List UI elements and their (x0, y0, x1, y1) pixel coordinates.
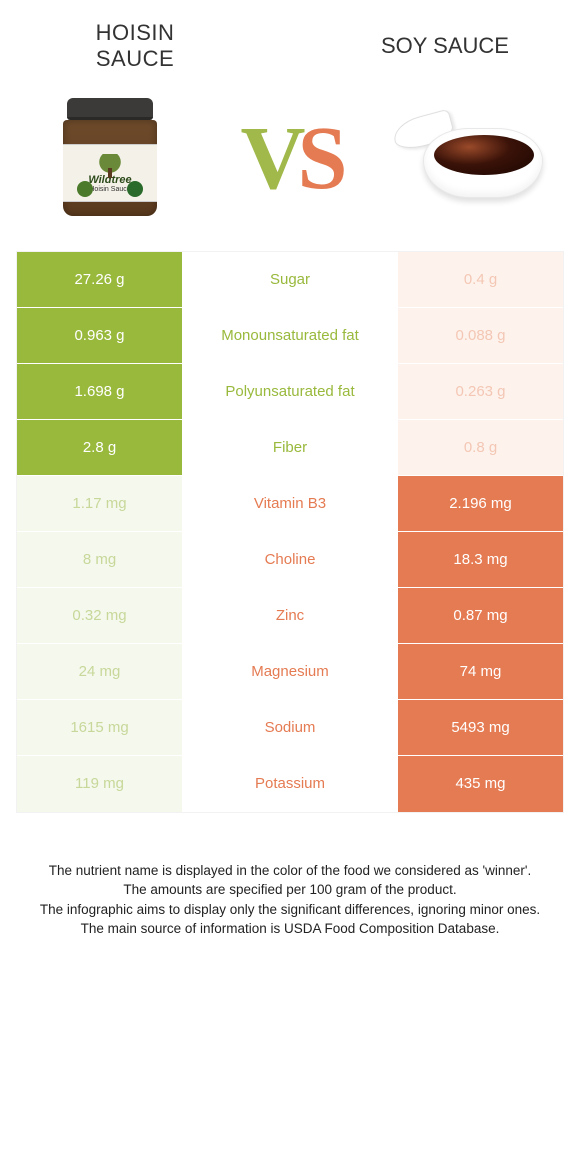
cell-left-value: 0.963 g (17, 308, 182, 363)
cell-nutrient-label: Magnesium (182, 644, 398, 699)
cell-left-value: 2.8 g (17, 420, 182, 475)
cell-left-value: 1.698 g (17, 364, 182, 419)
cell-left-value: 1615 mg (17, 700, 182, 755)
footer-line-4: The main source of information is USDA F… (37, 919, 543, 939)
footer: The nutrient name is displayed in the co… (15, 813, 565, 939)
table-row: 8 mgCholine18.3 mg (17, 532, 563, 588)
table-row: 119 mgPotassium435 mg (17, 756, 563, 812)
cell-left-value: 1.17 mg (17, 476, 182, 531)
jar-icon: Wildtree Hoisin Sauce (55, 98, 165, 218)
cell-right-value: 2.196 mg (398, 476, 563, 531)
table-row: 2.8 gFiber0.8 g (17, 420, 563, 476)
table-row: 0.32 mgZinc0.87 mg (17, 588, 563, 644)
cell-left-value: 0.32 mg (17, 588, 182, 643)
cell-right-value: 0.4 g (398, 252, 563, 307)
cell-right-value: 5493 mg (398, 700, 563, 755)
table-row: 27.26 gSugar0.4 g (17, 252, 563, 308)
cell-nutrient-label: Choline (182, 532, 398, 587)
jar-sub: Hoisin Sauce (89, 186, 130, 193)
bowl-icon (393, 108, 548, 208)
cell-nutrient-label: Sodium (182, 700, 398, 755)
food-right-image (390, 91, 550, 226)
title-left-line1: HOISIN (96, 20, 175, 45)
vs-s: S (297, 107, 339, 210)
cell-left-value: 119 mg (17, 756, 182, 812)
title-right: SOY SAUCE (355, 33, 535, 59)
cell-right-value: 435 mg (398, 756, 563, 812)
table-row: 0.963 gMonounsaturated fat0.088 g (17, 308, 563, 364)
infographic: HOISIN SAUCE SOY SAUCE Wildtree Hoisin S… (0, 0, 580, 939)
footer-line-2: The amounts are specified per 100 gram o… (37, 880, 543, 900)
cell-left-value: 27.26 g (17, 252, 182, 307)
cell-right-value: 0.8 g (398, 420, 563, 475)
table-row: 1615 mgSodium5493 mg (17, 700, 563, 756)
cell-right-value: 0.263 g (398, 364, 563, 419)
cell-nutrient-label: Potassium (182, 756, 398, 812)
table-row: 1.17 mgVitamin B32.196 mg (17, 476, 563, 532)
nutrient-table: 27.26 gSugar0.4 g0.963 gMonounsaturated … (16, 251, 564, 813)
cell-right-value: 0.088 g (398, 308, 563, 363)
cell-right-value: 74 mg (398, 644, 563, 699)
image-row: Wildtree Hoisin Sauce VS (15, 81, 565, 251)
footer-line-1: The nutrient name is displayed in the co… (37, 861, 543, 881)
cell-nutrient-label: Fiber (182, 420, 398, 475)
cell-nutrient-label: Zinc (182, 588, 398, 643)
header: HOISIN SAUCE SOY SAUCE (15, 20, 565, 81)
cell-nutrient-label: Monounsaturated fat (182, 308, 398, 363)
cell-nutrient-label: Polyunsaturated fat (182, 364, 398, 419)
cell-left-value: 24 mg (17, 644, 182, 699)
title-left-line2: SAUCE (96, 46, 174, 71)
vs-v: V (240, 107, 297, 210)
vs-label: VS (240, 107, 339, 210)
title-left: HOISIN SAUCE (45, 20, 225, 73)
table-row: 24 mgMagnesium74 mg (17, 644, 563, 700)
footer-line-3: The infographic aims to display only the… (37, 900, 543, 920)
cell-nutrient-label: Vitamin B3 (182, 476, 398, 531)
food-left-image: Wildtree Hoisin Sauce (30, 91, 190, 226)
cell-right-value: 18.3 mg (398, 532, 563, 587)
cell-nutrient-label: Sugar (182, 252, 398, 307)
cell-right-value: 0.87 mg (398, 588, 563, 643)
table-row: 1.698 gPolyunsaturated fat0.263 g (17, 364, 563, 420)
cell-left-value: 8 mg (17, 532, 182, 587)
